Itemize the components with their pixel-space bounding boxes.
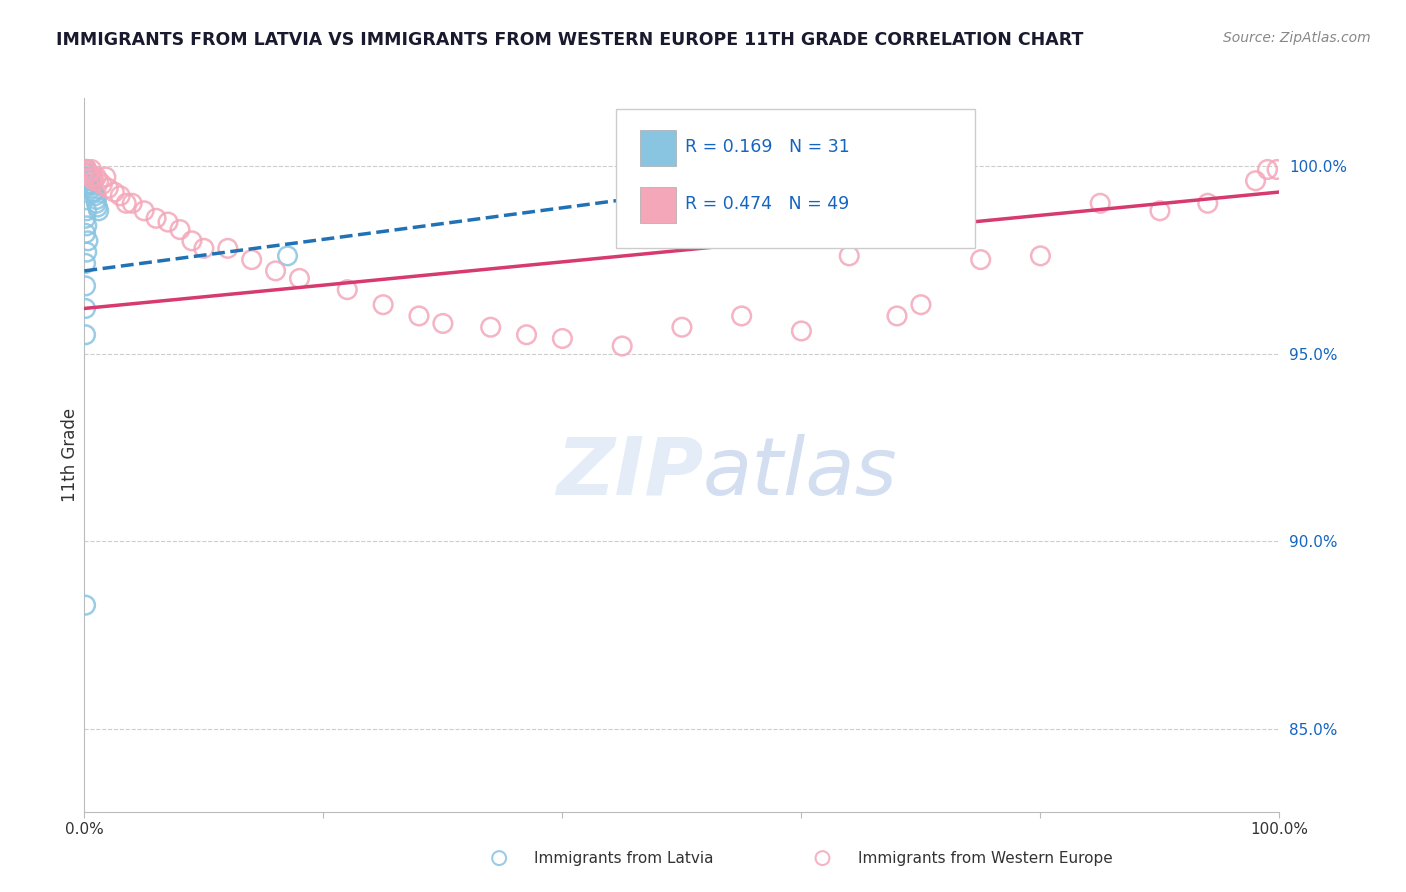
Point: [75, 279, 97, 293]
Point: [75, 301, 97, 316]
Point: [76, 203, 98, 218]
Point: [80, 181, 103, 195]
Point: [671, 320, 693, 334]
Point: [87, 203, 110, 218]
Point: [94, 169, 117, 184]
Point: [1090, 196, 1112, 211]
Point: [75, 256, 97, 270]
Point: [288, 271, 311, 285]
Point: [82, 185, 104, 199]
Point: [91, 178, 114, 192]
Point: [76, 219, 98, 233]
Point: [1265, 162, 1288, 177]
Point: [488, 851, 510, 865]
Point: [612, 339, 634, 353]
Point: [75, 211, 97, 226]
Point: [432, 317, 454, 331]
Point: [121, 196, 143, 211]
Point: [240, 252, 263, 267]
Point: [97, 181, 120, 195]
Point: [838, 249, 860, 263]
Point: [77, 166, 100, 180]
Point: [277, 249, 299, 263]
Point: [77, 169, 100, 184]
Point: [103, 185, 125, 199]
Text: Immigrants from Western Europe: Immigrants from Western Europe: [858, 851, 1112, 865]
Point: [479, 320, 502, 334]
Text: IMMIGRANTS FROM LATVIA VS IMMIGRANTS FROM WESTERN EUROPE 11TH GRADE CORRELATION : IMMIGRANTS FROM LATVIA VS IMMIGRANTS FRO…: [56, 31, 1084, 49]
FancyBboxPatch shape: [640, 130, 676, 166]
Point: [115, 196, 138, 211]
Point: [1197, 196, 1219, 211]
Point: [83, 174, 105, 188]
Point: [169, 222, 191, 236]
Point: [970, 252, 993, 267]
FancyBboxPatch shape: [640, 187, 676, 223]
Point: [886, 309, 908, 323]
Point: [75, 166, 97, 180]
Text: ZIP: ZIP: [555, 434, 703, 512]
Point: [1244, 174, 1267, 188]
Point: [910, 298, 932, 312]
Point: [76, 245, 98, 260]
Point: [86, 196, 108, 211]
Point: [731, 309, 754, 323]
Point: [77, 178, 100, 192]
Point: [1257, 162, 1279, 177]
Point: [75, 162, 97, 177]
Point: [84, 188, 107, 202]
Text: atlas: atlas: [703, 434, 898, 512]
Point: [76, 162, 98, 177]
Point: [790, 324, 813, 338]
Point: [86, 193, 108, 207]
Point: [80, 178, 103, 192]
Point: [336, 283, 359, 297]
Point: [157, 215, 180, 229]
Point: [264, 264, 287, 278]
Text: R = 0.169   N = 31: R = 0.169 N = 31: [686, 137, 851, 155]
Point: [132, 203, 156, 218]
Point: [408, 309, 430, 323]
FancyBboxPatch shape: [616, 109, 974, 248]
Point: [87, 174, 110, 188]
Text: R = 0.474   N = 49: R = 0.474 N = 49: [686, 194, 849, 212]
Point: [77, 178, 100, 192]
Y-axis label: 11th Grade: 11th Grade: [62, 408, 80, 502]
Point: [76, 162, 98, 177]
Point: [79, 174, 101, 188]
Point: [811, 851, 834, 865]
Point: [373, 298, 395, 312]
Point: [86, 200, 108, 214]
Point: [193, 241, 215, 255]
Point: [86, 169, 108, 184]
Point: [110, 188, 132, 202]
Point: [77, 234, 100, 248]
Point: [77, 174, 100, 188]
Point: [145, 211, 167, 226]
Point: [79, 169, 101, 184]
Point: [217, 241, 239, 255]
Point: [76, 169, 98, 184]
Point: [516, 327, 538, 342]
Point: [75, 227, 97, 241]
Point: [82, 169, 104, 184]
Point: [181, 234, 204, 248]
Point: [75, 327, 97, 342]
Text: Immigrants from Latvia: Immigrants from Latvia: [534, 851, 714, 865]
Point: [75, 598, 97, 612]
Point: [77, 166, 100, 180]
Point: [1149, 203, 1171, 218]
Point: [551, 331, 574, 345]
Point: [80, 162, 103, 177]
Point: [75, 162, 97, 177]
Point: [77, 166, 100, 180]
Point: [83, 185, 105, 199]
Text: Source: ZipAtlas.com: Source: ZipAtlas.com: [1223, 31, 1371, 45]
Point: [1029, 249, 1052, 263]
